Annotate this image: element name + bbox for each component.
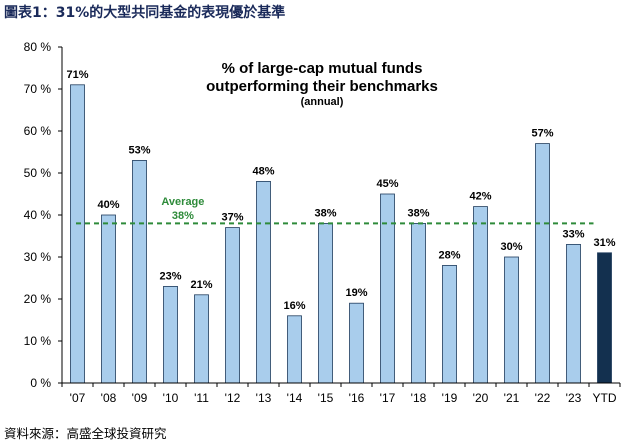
bar: [256, 180, 271, 384]
x-tick-label: '12: [225, 391, 241, 405]
y-tick-label: 70 %: [24, 82, 52, 96]
figure-title: 圖表1：31%的大型共同基金的表現優於基準: [4, 5, 286, 21]
bar: [349, 302, 364, 384]
bar: [163, 285, 178, 384]
y-tick-label: 40 %: [24, 208, 52, 222]
data-label: 23%: [159, 270, 181, 282]
data-label: 30%: [500, 241, 522, 253]
data-label: 38%: [407, 207, 429, 219]
bar: [504, 256, 519, 384]
average-label: Average: [161, 196, 204, 208]
x-tick-label: '15: [318, 391, 334, 405]
x-tick-label: '23: [566, 391, 582, 405]
bar-chart: 0 % 10 % 20 % 30 % 40 % 50 % 60 % 70 % 80 % 71% 4…: [24, 40, 621, 405]
x-axis: '07 '08 '09 '10 '11 '12 '13 '14 '15 '16 '17 '18 '19 '…: [61, 382, 621, 405]
data-label: 28%: [438, 249, 460, 261]
bar: [411, 222, 426, 384]
data-label: 45%: [376, 178, 398, 190]
data-label: 57%: [531, 128, 553, 140]
bar: [566, 243, 581, 384]
data-label: 40%: [97, 199, 119, 211]
chart-title-line2: outperforming their benchmarks: [206, 78, 438, 95]
x-tick-label: '22: [535, 391, 551, 405]
bar: [194, 294, 209, 384]
chart-title-group: % of large-cap mutual funds outperformin…: [206, 60, 438, 108]
bar: [101, 214, 116, 384]
y-tick-label: 0 %: [30, 376, 51, 390]
x-tick-label: '11: [194, 391, 209, 405]
bar-series: 71% 40% 53% 23% 21% 37% 48% 16% 38% 19% 45% 38% 28% 4…: [66, 69, 616, 384]
source-note: 資料來源：高盛全球投資研究: [4, 426, 167, 441]
x-tick-label: '20: [473, 391, 489, 405]
x-tick-label: '21: [504, 391, 520, 405]
data-label: 33%: [562, 228, 584, 240]
bar: [287, 315, 302, 384]
y-tick-label: 60 %: [24, 124, 52, 138]
x-tick-label: '16: [349, 391, 365, 405]
data-label: 19%: [345, 287, 367, 299]
bar: [535, 143, 550, 384]
chart-title: % of large-cap mutual funds: [222, 60, 423, 77]
x-tick-label: '14: [287, 391, 303, 405]
x-tick-label: '18: [411, 391, 427, 405]
data-label: 38%: [314, 207, 336, 219]
y-tick-label: 20 %: [24, 292, 52, 306]
chart-subtitle: (annual): [301, 96, 344, 108]
bar: [380, 193, 395, 384]
average-reference: Average 38%: [76, 196, 594, 225]
y-tick-label: 50 %: [24, 166, 52, 180]
x-tick-label: '09: [132, 391, 148, 405]
data-label: 53%: [128, 144, 150, 156]
bar: [473, 206, 488, 384]
data-label: 21%: [190, 279, 212, 291]
bar: [225, 227, 240, 384]
x-tick-label: YTD: [593, 391, 617, 405]
average-value-label: 38%: [172, 210, 194, 222]
x-tick-label: '07: [70, 391, 86, 405]
y-tick-label: 10 %: [24, 334, 52, 348]
y-tick-label: 30 %: [24, 250, 52, 264]
x-tick-label: '08: [101, 391, 117, 405]
bar: [318, 222, 333, 384]
bar: [70, 84, 85, 384]
x-tick-label: '17: [380, 391, 396, 405]
y-tick-label: 80 %: [24, 40, 52, 54]
data-label: 42%: [469, 191, 491, 203]
x-tick-label: '19: [442, 391, 458, 405]
x-tick-label: '10: [163, 391, 179, 405]
data-label: 31%: [593, 237, 615, 249]
data-label: 71%: [66, 69, 88, 81]
x-tick-label: '13: [256, 391, 272, 405]
data-label: 48%: [252, 165, 274, 177]
y-axis: 0 % 10 % 20 % 30 % 40 % 50 % 60 % 70 % 80 %: [24, 40, 63, 390]
bar: [442, 264, 457, 384]
bar: [597, 252, 612, 384]
data-label: 37%: [221, 212, 243, 224]
data-label: 16%: [283, 300, 305, 312]
bar: [132, 159, 147, 384]
